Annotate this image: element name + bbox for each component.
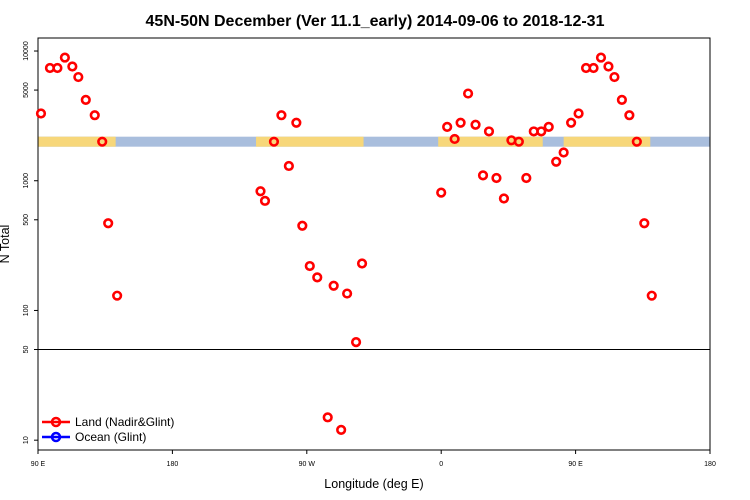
x-tick-label: 180 [167,461,179,468]
data-point [595,52,607,63]
data-point [436,187,447,198]
y-tick-label: 5000 [23,82,30,98]
data-point [35,108,47,119]
data-point [73,71,84,83]
y-tick-label: 10 [23,436,30,444]
x-axis-label: Longitude (deg E) [324,477,423,491]
data-point [470,119,481,130]
data-point [276,110,287,121]
data-point [491,172,502,184]
data-point [336,424,347,436]
data-point [442,121,453,133]
data-point [67,61,78,72]
data-points [35,52,657,436]
data-point [483,126,495,137]
data-point [304,260,315,272]
legend-land-label: Land (Nadir&Glint) [75,415,174,429]
data-point [521,172,532,184]
data-point [350,337,362,348]
data-point [80,94,91,105]
data-point [477,170,489,181]
data-point [322,412,333,423]
strip-land-2 [438,136,543,147]
data-point [558,147,569,158]
data-point [536,126,547,137]
data-point [624,110,635,121]
data-point [513,136,524,147]
strip-land-1 [256,136,364,147]
data-point [97,136,108,147]
legend-ocean-label: Ocean (Glint) [75,430,146,444]
data-point [283,160,294,172]
x-tick-label: 180 [704,461,716,468]
data-point [342,288,353,299]
y-axis: 10 50 100 500 1000 5000 10000 [23,41,38,444]
data-point [356,258,368,269]
data-point [255,186,266,197]
data-point [462,88,474,99]
y-tick-label: 500 [23,214,30,226]
x-axis: 90 E 180 90 W 0 90 E 180 [31,450,716,468]
y-tick-label: 100 [23,305,30,317]
x-tick-label: 0 [439,461,443,468]
data-point [631,136,642,147]
y-tick-label: 10000 [23,41,30,61]
data-point [112,290,123,301]
plot-frame [37,37,711,451]
data-point [291,117,302,128]
data-point [566,117,577,128]
legend-ocean-marker [50,431,62,443]
data-point [89,110,100,121]
strip-ocean [38,136,710,147]
data-point [603,61,614,72]
x-tick-label: 90 E [31,461,46,468]
data-point [551,156,562,167]
chart-title: 45N-50N December (Ver 11.1_early) 2014-0… [146,13,605,30]
legend: Land (Nadir&Glint) Ocean (Glint) [42,415,174,444]
surface-strip [38,136,710,147]
legend-land-marker [50,416,62,428]
data-point [103,218,114,229]
data-point [455,117,466,128]
data-point [646,290,657,301]
data-point [449,133,460,145]
strip-land-3 [563,136,651,147]
y-tick-label: 1000 [23,173,30,189]
data-point [588,62,599,74]
x-tick-label: 90 W [299,461,316,468]
data-point [498,193,510,204]
data-point [52,62,63,74]
x-tick-label: 90 E [568,461,583,468]
data-point [328,280,339,291]
y-tick-label: 50 [23,346,30,354]
data-point [609,71,620,83]
data-point [259,195,271,206]
data-point [573,108,584,119]
data-point [312,272,323,283]
data-point [297,220,308,231]
data-point [543,121,554,133]
data-point [616,94,627,105]
strip-land-0 [38,136,116,147]
data-point [268,136,280,147]
data-point [59,52,70,63]
data-point [639,218,650,229]
y-axis-label: N Total [0,225,12,264]
